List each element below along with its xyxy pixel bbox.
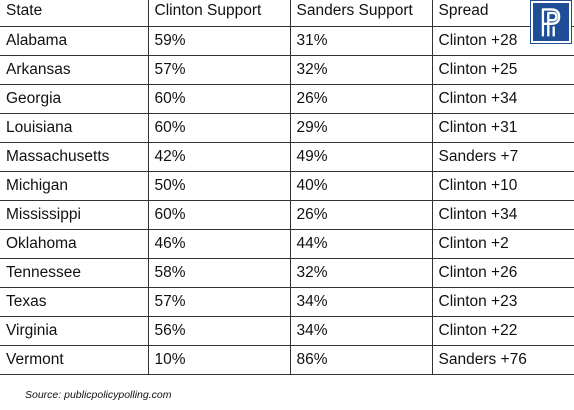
- cell-state: Vermont: [0, 344, 149, 375]
- table-row: Vermont 10% 86% Sanders +76: [0, 344, 574, 375]
- poll-results-table-container: State Clinton Support Sanders Support Sp…: [0, 0, 574, 375]
- header-sanders-support: Sanders Support: [289, 0, 433, 27]
- cell-spread: Sanders +7: [431, 141, 574, 172]
- cell-spread: Clinton +26: [431, 257, 574, 288]
- cell-sanders-support: 40%: [289, 170, 433, 201]
- cell-state: Texas: [0, 286, 149, 317]
- source-caption: Source: publicpolicypolling.com: [25, 389, 172, 401]
- cell-spread: Clinton +34: [431, 199, 574, 230]
- header-state: State: [0, 0, 149, 27]
- cell-spread: Clinton +2: [431, 228, 574, 259]
- poll-results-table: State Clinton Support Sanders Support Sp…: [0, 0, 574, 375]
- table-row: Arkansas 57% 32% Clinton +25: [0, 54, 574, 85]
- table-row: Mississippi 60% 26% Clinton +34: [0, 199, 574, 230]
- ppp-logo-icon: [531, 1, 571, 43]
- cell-state: Louisiana: [0, 112, 149, 143]
- table-row: Louisiana 60% 29% Clinton +31: [0, 112, 574, 143]
- cell-spread: Clinton +22: [431, 315, 574, 346]
- cell-clinton-support: 59%: [147, 25, 291, 56]
- table-row: Alabama 59% 31% Clinton +28: [0, 25, 574, 56]
- table-row: Oklahoma 46% 44% Clinton +2: [0, 228, 574, 259]
- table-row: Massachusetts 42% 49% Sanders +7: [0, 141, 574, 172]
- cell-sanders-support: 34%: [289, 286, 433, 317]
- cell-state: Michigan: [0, 170, 149, 201]
- cell-sanders-support: 44%: [289, 228, 433, 259]
- cell-clinton-support: 42%: [147, 141, 291, 172]
- table-header-row: State Clinton Support Sanders Support Sp…: [0, 0, 574, 27]
- cell-clinton-support: 60%: [147, 83, 291, 114]
- cell-state: Mississippi: [0, 199, 149, 230]
- cell-sanders-support: 32%: [289, 54, 433, 85]
- cell-spread: Clinton +23: [431, 286, 574, 317]
- cell-state: Georgia: [0, 83, 149, 114]
- cell-state: Virginia: [0, 315, 149, 346]
- cell-spread: Clinton +31: [431, 112, 574, 143]
- cell-clinton-support: 60%: [147, 112, 291, 143]
- cell-sanders-support: 31%: [289, 25, 433, 56]
- cell-spread: Clinton +25: [431, 54, 574, 85]
- cell-state: Massachusetts: [0, 141, 149, 172]
- cell-state: Oklahoma: [0, 228, 149, 259]
- table-row: Tennessee 58% 32% Clinton +26: [0, 257, 574, 288]
- table-row: Georgia 60% 26% Clinton +34: [0, 83, 574, 114]
- cell-sanders-support: 49%: [289, 141, 433, 172]
- cell-clinton-support: 57%: [147, 286, 291, 317]
- table-row: Texas 57% 34% Clinton +23: [0, 286, 574, 317]
- cell-clinton-support: 50%: [147, 170, 291, 201]
- header-clinton-support: Clinton Support: [147, 0, 291, 27]
- cell-clinton-support: 58%: [147, 257, 291, 288]
- cell-sanders-support: 29%: [289, 112, 433, 143]
- cell-clinton-support: 57%: [147, 54, 291, 85]
- cell-clinton-support: 46%: [147, 228, 291, 259]
- table-row: Michigan 50% 40% Clinton +10: [0, 170, 574, 201]
- cell-state: Arkansas: [0, 54, 149, 85]
- cell-clinton-support: 60%: [147, 199, 291, 230]
- cell-spread: Clinton +34: [431, 83, 574, 114]
- cell-spread: Sanders +76: [431, 344, 574, 375]
- cell-sanders-support: 26%: [289, 199, 433, 230]
- cell-state: Tennessee: [0, 257, 149, 288]
- table-row: Virginia 56% 34% Clinton +22: [0, 315, 574, 346]
- cell-state: Alabama: [0, 25, 149, 56]
- cell-sanders-support: 86%: [289, 344, 433, 375]
- cell-sanders-support: 32%: [289, 257, 433, 288]
- cell-sanders-support: 26%: [289, 83, 433, 114]
- cell-clinton-support: 10%: [147, 344, 291, 375]
- cell-spread: Clinton +10: [431, 170, 574, 201]
- cell-clinton-support: 56%: [147, 315, 291, 346]
- cell-sanders-support: 34%: [289, 315, 433, 346]
